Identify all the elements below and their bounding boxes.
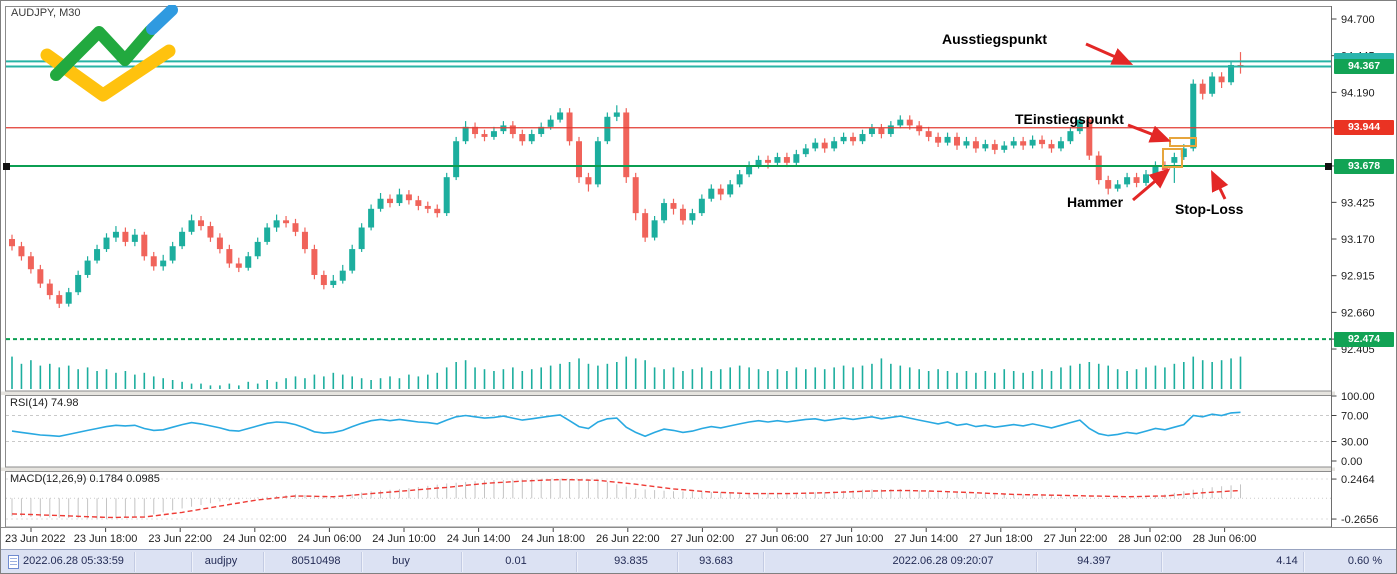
entry-point-label: TEinstiegspunkt: [1015, 111, 1124, 127]
trade-document-icon: [8, 555, 19, 569]
svg-text:0.2464: 0.2464: [1341, 474, 1375, 486]
macd-signal-line: [11, 478, 1241, 519]
svg-text:0.00: 0.00: [1341, 456, 1362, 468]
svg-text:-0.2656: -0.2656: [1341, 514, 1378, 526]
svg-text:27 Jun 10:00: 27 Jun 10:00: [820, 533, 884, 545]
svg-text:24 Jun 02:00: 24 Jun 02:00: [223, 533, 287, 545]
svg-text:24 Jun 06:00: 24 Jun 06:00: [298, 533, 362, 545]
logo-blue-stroke: [146, 5, 178, 35]
status-separator: [1036, 552, 1038, 572]
svg-text:27 Jun 14:00: 27 Jun 14:00: [894, 533, 958, 545]
svg-text:93.425: 93.425: [1341, 197, 1375, 209]
svg-text:94.190: 94.190: [1341, 87, 1375, 99]
status-separator: [191, 552, 193, 572]
svg-text:23 Jun 2022: 23 Jun 2022: [5, 533, 66, 545]
status-separator: [677, 552, 679, 572]
line-handle-left[interactable]: [3, 163, 10, 170]
status-trade-symbol: audjpy: [204, 555, 238, 567]
macd-indicator-label: MACD(12,26,9) 0.1784 0.0985: [10, 473, 160, 485]
time-axis: 23 Jun 2022 23 Jun 18:00 23 Jun 22:00 24 Ju…: [5, 528, 1256, 545]
status-bar: 2022.06.28 05:33:59 audjpy 80510498 buy 0.01…: [1, 549, 1396, 573]
status-trade-ticket: 80510498: [291, 555, 341, 567]
status-trade-open-price: 93.835: [614, 555, 648, 567]
symbol-timeframe-label: AUDJPY, M30: [11, 7, 81, 19]
svg-text:93.170: 93.170: [1341, 234, 1375, 246]
svg-text:94.700: 94.700: [1341, 14, 1375, 26]
svg-text:24 Jun 18:00: 24 Jun 18:00: [521, 533, 585, 545]
svg-text:28 Jun 06:00: 28 Jun 06:00: [1193, 533, 1257, 545]
status-separator: [461, 552, 463, 572]
status-separator: [134, 552, 136, 572]
support-line-badge: 93.678: [1334, 159, 1394, 174]
svg-text:28 Jun 02:00: 28 Jun 02:00: [1118, 533, 1182, 545]
svg-text:24 Jun 14:00: 24 Jun 14:00: [447, 533, 511, 545]
svg-text:92.915: 92.915: [1341, 271, 1375, 283]
svg-text:27 Jun 22:00: 27 Jun 22:00: [1044, 533, 1108, 545]
status-trade-open-time: 2022.06.28 05:33:59: [23, 555, 124, 567]
rsi-line: [11, 411, 1241, 438]
svg-text:26 Jun 22:00: 26 Jun 22:00: [596, 533, 660, 545]
volume-series: [11, 356, 1242, 389]
svg-text:23 Jun 18:00: 23 Jun 18:00: [74, 533, 138, 545]
lower-line-badge: 92.474: [1334, 332, 1394, 347]
exit-point-label: Ausstiegspunkt: [942, 31, 1048, 47]
status-separator: [576, 552, 578, 572]
candlestick-series: [9, 52, 1244, 309]
svg-text:70.00: 70.00: [1341, 411, 1369, 423]
status-trade-close-price: 94.397: [1077, 555, 1111, 567]
status-trade-type: buy: [392, 555, 410, 567]
rsi-indicator-label: RSI(14) 74.98: [10, 397, 79, 409]
svg-text:23 Jun 22:00: 23 Jun 22:00: [148, 533, 212, 545]
svg-text:27 Jun 02:00: 27 Jun 02:00: [671, 533, 735, 545]
status-trade-volume: 0.01: [505, 555, 527, 567]
status-trade-profit: 4.14: [1276, 555, 1298, 567]
stop-loss-label: Stop-Loss: [1175, 201, 1244, 217]
svg-text:100.00: 100.00: [1341, 391, 1375, 403]
svg-text:92.660: 92.660: [1341, 307, 1375, 319]
svg-text:24 Jun 10:00: 24 Jun 10:00: [372, 533, 436, 545]
svg-text:92.405: 92.405: [1341, 344, 1375, 356]
status-separator: [263, 552, 265, 572]
status-separator: [763, 552, 765, 572]
entry-box: [1169, 137, 1197, 147]
status-trade-close-time: 2022.06.28 09:20:07: [892, 555, 994, 567]
line-handle-right[interactable]: [1325, 163, 1332, 170]
logo-chart-stroke: [50, 25, 156, 81]
entry-line-badge: 93.944: [1334, 120, 1394, 135]
svg-text:27 Jun 18:00: 27 Jun 18:00: [969, 533, 1033, 545]
panel-separator-rsi[interactable]: [1, 391, 1335, 396]
svg-text:30.00: 30.00: [1341, 437, 1369, 449]
panel-separator-macd[interactable]: [1, 467, 1335, 472]
status-trade-percent: 0.60 %: [1347, 555, 1383, 567]
hammer-box: [1162, 148, 1183, 168]
app-logo: [40, 5, 178, 102]
svg-text:27 Jun 06:00: 27 Jun 06:00: [745, 533, 809, 545]
status-separator: [1161, 552, 1163, 572]
status-separator: [361, 552, 363, 572]
status-separator: [1303, 552, 1305, 572]
status-trade-sl: 93.683: [699, 555, 733, 567]
current-price-badge: 94.367: [1334, 59, 1394, 74]
hammer-label: Hammer: [1067, 194, 1124, 210]
indicator-axis: 100.00 70.00 30.00 0.00 0.2464 -0.2656: [1331, 391, 1378, 526]
